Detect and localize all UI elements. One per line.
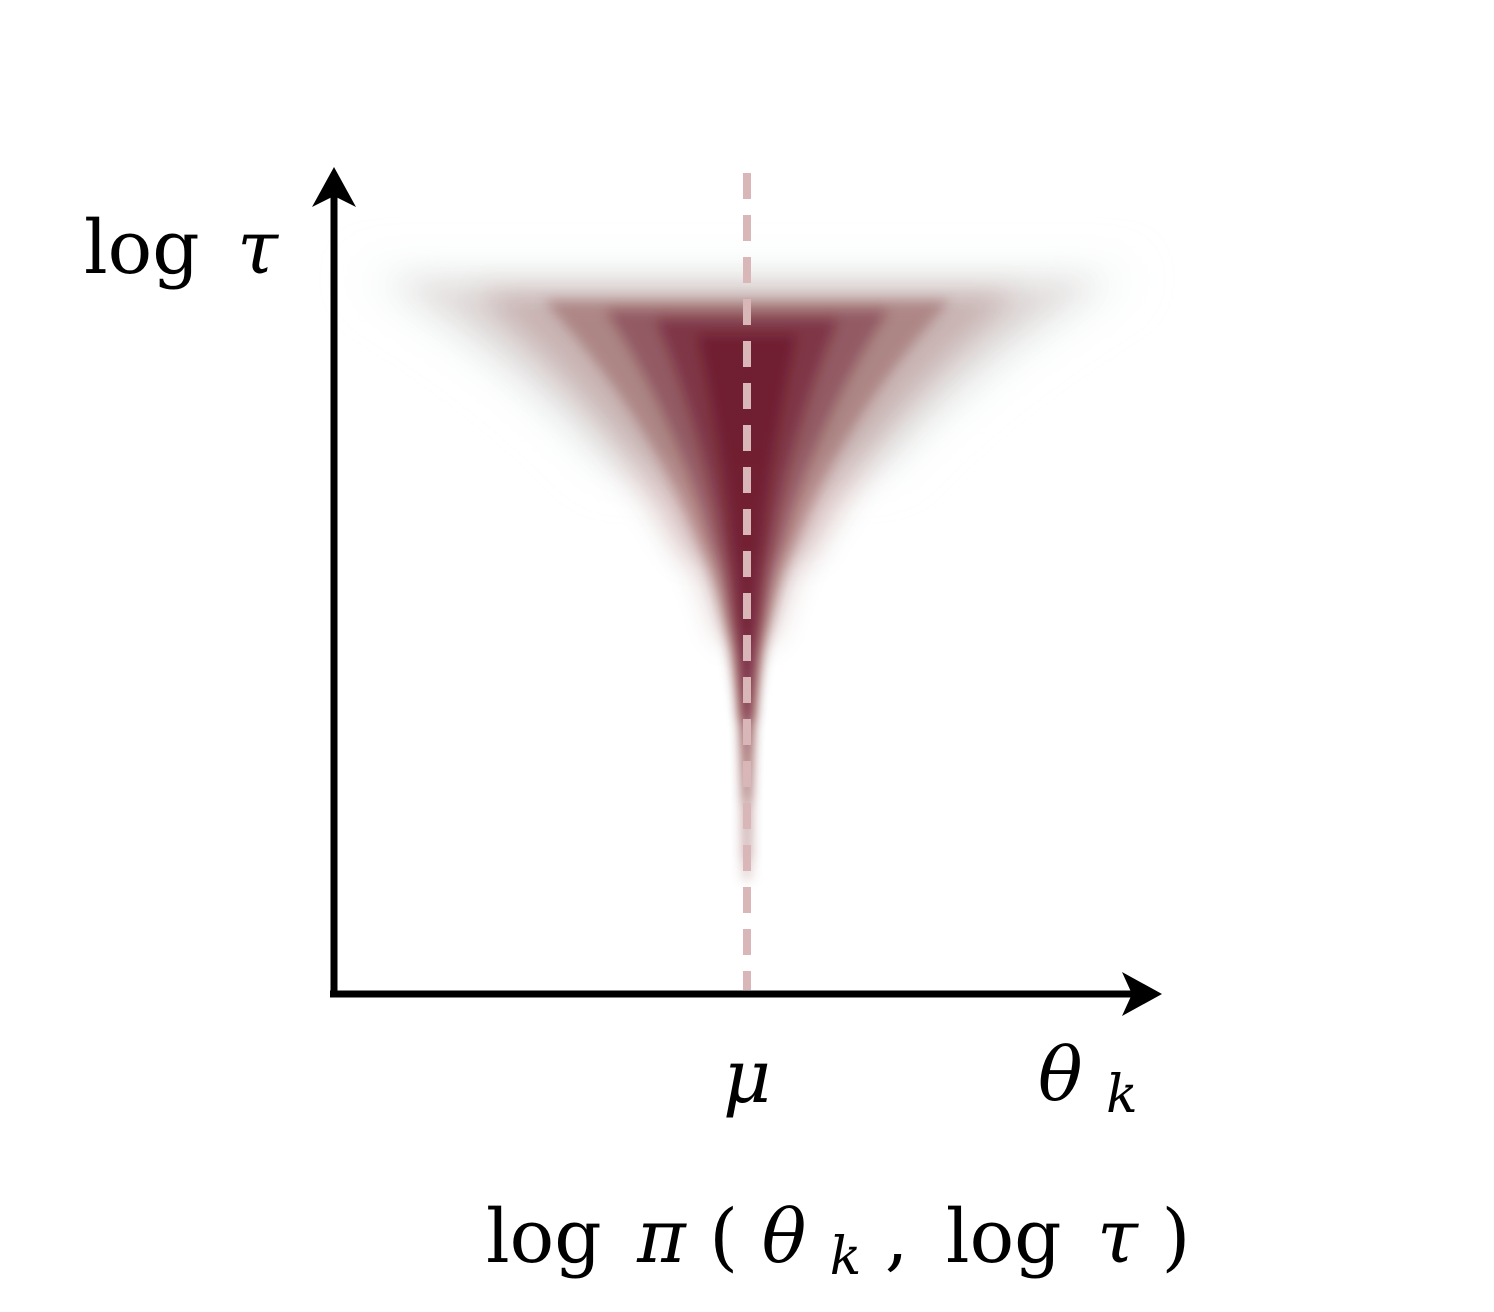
y-axis-arrowhead xyxy=(312,167,356,207)
axes xyxy=(312,167,1162,1016)
caption-theta: θ xyxy=(762,1194,807,1280)
caption-comma: , xyxy=(885,1194,909,1280)
caption-log: log xyxy=(486,1194,602,1280)
caption-pi: π xyxy=(636,1194,687,1280)
y-axis-label-var: τ xyxy=(237,205,279,291)
x-axis-label: θ k xyxy=(1038,1032,1138,1125)
x-axis-label-var: θ xyxy=(1038,1032,1083,1118)
caption-close-paren: ) xyxy=(1162,1194,1191,1280)
caption-open-paren: ( xyxy=(709,1194,738,1280)
caption-log-2: log xyxy=(946,1194,1062,1280)
x-axis-arrowhead xyxy=(1122,972,1162,1016)
x-axis-label-sub: k xyxy=(1106,1065,1138,1125)
mu-label: μ xyxy=(723,1034,771,1120)
y-axis-label: log τ xyxy=(84,205,279,291)
caption-theta-sub: k xyxy=(830,1227,862,1287)
caption-tau: τ xyxy=(1097,1194,1139,1280)
y-axis-label-fn: log xyxy=(84,205,200,291)
figure-caption: log π ( θ k , log τ ) xyxy=(486,1194,1190,1292)
